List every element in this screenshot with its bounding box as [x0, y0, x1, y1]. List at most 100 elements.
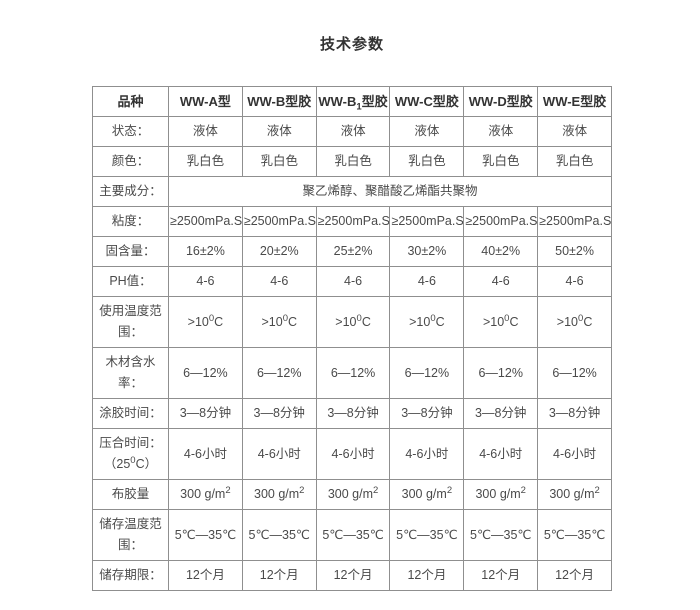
value-cell: 6—12% — [168, 347, 243, 399]
row-label: 粘度： — [92, 206, 169, 237]
table-row: 木材含水率： 6—12% 6—12% 6—12% 6—12% 6—12% 6—12% — [92, 347, 612, 399]
table-row: 布胶量 300 g/m2 300 g/m2 300 g/m2 300 g/m2 300 g… — [92, 479, 612, 510]
value-cell: 40±2% — [463, 236, 539, 267]
value-cell: 12个月 — [315, 560, 391, 591]
table-row: 储存期限： 12个月 12个月 12个月 12个月 12个月 12个月 — [92, 560, 612, 591]
value-cell: 5℃—35℃ — [389, 509, 465, 561]
value-cell: ≥2500mPa.S — [241, 206, 317, 237]
value-cell: 4-6 — [463, 266, 539, 297]
value-cell: 4-6 — [241, 266, 317, 297]
row-label: 使用温度范围： — [92, 296, 169, 348]
value-cell: 液体 — [168, 116, 243, 147]
row-label: 储存期限： — [92, 560, 169, 591]
row-label: PH值： — [92, 266, 169, 297]
column-header: WW-C型胶 — [389, 86, 465, 117]
value-cell: 4-6 — [315, 266, 391, 297]
value-cell: 乳白色 — [389, 146, 465, 177]
value-cell: 300 g/m2 — [463, 479, 539, 510]
value-cell: 6—12% — [389, 347, 465, 399]
value-cell: >100C — [241, 296, 317, 348]
row-label: 压合时间：（250C） — [92, 428, 169, 480]
value-cell: 4-6小时 — [463, 428, 539, 480]
row-label: 状态： — [92, 116, 169, 147]
value-cell: 4-6小时 — [168, 428, 243, 480]
value-cell: 50±2% — [537, 236, 612, 267]
column-header: 品种 — [92, 86, 169, 117]
table-row: 粘度： ≥2500mPa.S ≥2500mPa.S ≥2500mPa.S ≥2500mP… — [92, 206, 612, 237]
value-cell: 300 g/m2 — [389, 479, 465, 510]
value-cell: 4-6小时 — [537, 428, 612, 480]
value-cell: 25±2% — [315, 236, 391, 267]
value-cell: 300 g/m2 — [315, 479, 391, 510]
value-cell: 乳白色 — [463, 146, 539, 177]
value-cell: 4-6小时 — [315, 428, 391, 480]
value-cell: 300 g/m2 — [168, 479, 243, 510]
value-cell: 4-6小时 — [389, 428, 465, 480]
column-header: WW-B1型胶 — [315, 86, 391, 117]
table-row: 状态： 液体 液体 液体 液体 液体 液体 — [92, 116, 612, 147]
technical-parameters-table: 品种 WW-A型 WW-B型胶 WW-B1型胶 WW-C型胶 WW-D型胶 WW-E型胶 状… — [92, 86, 612, 591]
table-header: 品种 WW-A型 WW-B型胶 WW-B1型胶 WW-C型胶 WW-D型胶 WW-E型胶 — [92, 86, 612, 117]
value-cell: 5℃—35℃ — [463, 509, 539, 561]
row-label: 布胶量 — [92, 479, 169, 510]
value-cell: 6—12% — [315, 347, 391, 399]
value-cell: 300 g/m2 — [241, 479, 317, 510]
row-label: 木材含水率： — [92, 347, 169, 399]
value-cell: 液体 — [315, 116, 391, 147]
value-cell: 5℃—35℃ — [241, 509, 317, 561]
value-cell: 液体 — [537, 116, 612, 147]
value-cell: 液体 — [463, 116, 539, 147]
page-title: 技术参数 — [319, 36, 384, 53]
value-cell: 液体 — [241, 116, 317, 147]
value-cell: 乳白色 — [537, 146, 612, 177]
table-row: 主要成分： 聚乙烯醇、聚醋酸乙烯酯共聚物 — [92, 176, 612, 207]
value-cell: 16±2% — [168, 236, 243, 267]
value-cell: ≥2500mPa.S — [315, 206, 391, 237]
value-cell: 4-6 — [389, 266, 465, 297]
value-cell: 3—8分钟 — [389, 398, 465, 429]
column-header: WW-A型 — [168, 86, 243, 117]
row-label: 储存温度范围： — [92, 509, 169, 561]
value-cell: 5℃—35℃ — [537, 509, 612, 561]
table-row: 颜色： 乳白色 乳白色 乳白色 乳白色 乳白色 乳白色 — [92, 146, 612, 177]
row-label: 颜色： — [92, 146, 169, 177]
value-cell: 乳白色 — [241, 146, 317, 177]
header-row: 品种 WW-A型 WW-B型胶 WW-B1型胶 WW-C型胶 WW-D型胶 WW-E型胶 — [92, 86, 612, 117]
value-cell: 12个月 — [537, 560, 612, 591]
value-cell: 4-6 — [168, 266, 243, 297]
table-body: 状态： 液体 液体 液体 液体 液体 液体 颜色： 乳白色 乳白色 乳白色 乳白色 乳白色 乳白色 主要成分… — [92, 116, 612, 591]
content-wrap: 技术参数 品种 WW-A型 WW-B型胶 WW-B1型胶 WW-C型胶 WW-D型胶 WW-… — [92, 0, 612, 591]
value-cell: ≥2500mPa.S — [168, 206, 243, 237]
value-cell: 20±2% — [241, 236, 317, 267]
value-cell: 3—8分钟 — [315, 398, 391, 429]
value-cell: 12个月 — [389, 560, 465, 591]
value-cell: >100C — [315, 296, 391, 348]
value-cell: 12个月 — [168, 560, 243, 591]
value-cell: 30±2% — [389, 236, 465, 267]
value-cell: ≥2500mPa.S — [463, 206, 539, 237]
column-header: WW-D型胶 — [463, 86, 539, 117]
column-header: WW-B型胶 — [241, 86, 317, 117]
value-cell: 4-6小时 — [241, 428, 317, 480]
value-cell: ≥2500mPa.S — [537, 206, 612, 237]
value-cell: 3—8分钟 — [241, 398, 317, 429]
row-label: 固含量： — [92, 236, 169, 267]
table-row: 固含量： 16±2% 20±2% 25±2% 30±2% 40±2% 50±2% — [92, 236, 612, 267]
table-row: PH值： 4-6 4-6 4-6 4-6 4-6 4-6 — [92, 266, 612, 297]
value-cell: 4-6 — [537, 266, 612, 297]
row-label: 涂胶时间： — [92, 398, 169, 429]
row-label: 主要成分： — [92, 176, 169, 207]
value-cell: 6—12% — [241, 347, 317, 399]
value-cell: >100C — [463, 296, 539, 348]
value-cell: >100C — [389, 296, 465, 348]
value-cell: 乳白色 — [168, 146, 243, 177]
table-row: 压合时间：（250C） 4-6小时 4-6小时 4-6小时 4-6小时 4-6小时 4-6小… — [92, 428, 612, 480]
value-cell: 6—12% — [537, 347, 612, 399]
value-cell: 5℃—35℃ — [168, 509, 243, 561]
value-cell: 300 g/m2 — [537, 479, 612, 510]
table-row: 储存温度范围： 5℃—35℃ 5℃—35℃ 5℃—35℃ 5℃—35℃ 5℃—35℃ 5℃—… — [92, 509, 612, 561]
value-cell: >100C — [537, 296, 612, 348]
value-cell: 12个月 — [241, 560, 317, 591]
table-row: 涂胶时间： 3—8分钟 3—8分钟 3—8分钟 3—8分钟 3—8分钟 3—8分钟 — [92, 398, 612, 429]
